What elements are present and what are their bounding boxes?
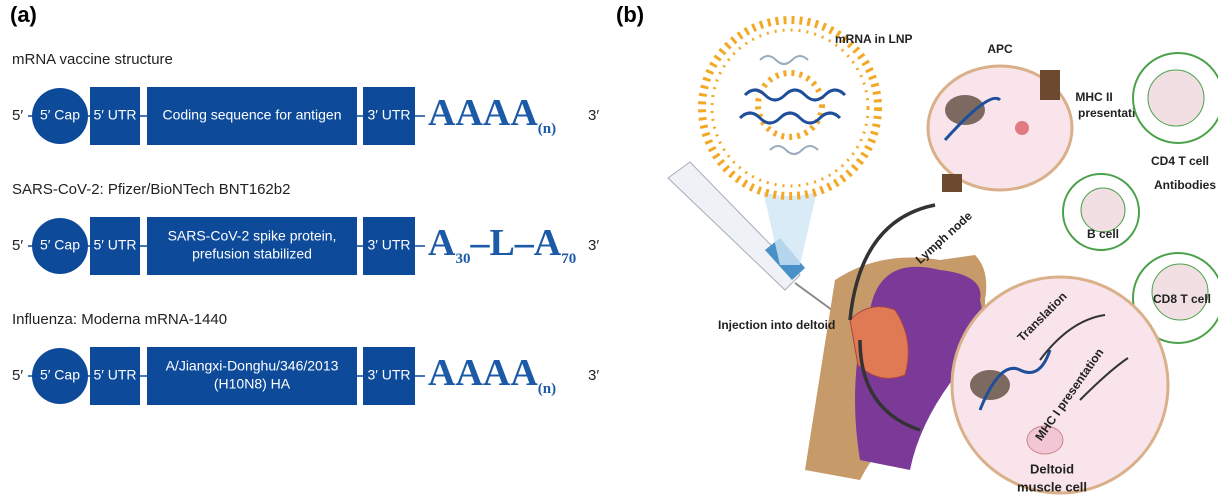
tail-text: A (428, 222, 456, 264)
lnp (702, 20, 878, 196)
tail-subscript: (n) (538, 121, 556, 137)
panel-a: mRNA vaccine structure 5′ 5′ Cap 5′ UTR Codi… (12, 51, 599, 405)
utr3-label: 3′ UTR (367, 107, 410, 123)
utr5-label: 5′ UTR (93, 237, 136, 253)
apc-label: APC (987, 42, 1013, 56)
figure: (a) mRNA vaccine structure 5′ 5′ Cap 5′ UTR… (0, 0, 1218, 504)
antigen (1015, 121, 1029, 135)
utr3-label: 3′ UTR (367, 237, 410, 253)
three-prime: 3′ (588, 237, 599, 254)
five-prime: 5′ (12, 237, 23, 254)
nucleus (1148, 70, 1204, 126)
poly-a-tail: AAAA(n) (428, 352, 556, 398)
muscle-label: Deltoid (1030, 461, 1074, 476)
utr5-label: 5′ UTR (93, 367, 136, 383)
cap-label: 5′ Cap (40, 367, 80, 383)
ribosome (970, 370, 1010, 400)
construct-title: mRNA vaccine structure (12, 51, 173, 68)
tail-text: AAAA (428, 352, 538, 394)
mhc2-label: MHC II (1075, 90, 1112, 104)
utr3-label: 3′ UTR (367, 367, 410, 383)
antibodies-label: Antibodies (1154, 178, 1216, 192)
panel-label: (a) (10, 2, 37, 27)
coding-label: SARS-CoV-2 spike protein, (168, 228, 337, 244)
five-prime: 5′ (12, 367, 23, 384)
panel-b: (b) mRNA in LNP Injection into deltoid (616, 2, 1218, 495)
five-prime: 5′ (12, 107, 23, 124)
poly-a-tail: AAAA(n) (428, 92, 556, 138)
utr5-label: 5′ UTR (93, 107, 136, 123)
three-prime: 3′ (588, 107, 599, 124)
tail-text: –L–A (469, 222, 561, 264)
coding-label: prefusion stabilized (192, 246, 312, 262)
tail-subscript: 70 (561, 251, 576, 267)
cap-label: 5′ Cap (40, 237, 80, 253)
nucleus (1081, 188, 1125, 232)
construct-title: Influenza: Moderna mRNA-1440 (12, 311, 227, 328)
three-prime: 3′ (588, 367, 599, 384)
construct-title: SARS-CoV-2: Pfizer/BioNTech BNT162b2 (12, 181, 290, 198)
lnp-label: mRNA in LNP (835, 32, 913, 46)
coding-label: A/Jiangxi-Donghu/346/2013 (166, 358, 339, 374)
tail-subscript: (n) (538, 381, 556, 397)
poly-a-tail: A30–L–A70 (428, 222, 576, 268)
injection-label: Injection into deltoid (718, 318, 835, 332)
coding-label: Coding sequence for antigen (162, 107, 341, 123)
cd4-label: CD4 T cell (1151, 154, 1209, 168)
coding-label: (H10N8) HA (214, 376, 291, 392)
muscle-label: muscle cell (1017, 479, 1087, 494)
panel-label: (b) (616, 2, 644, 27)
cd8-label: CD8 T cell (1153, 292, 1211, 306)
bcell-label: B cell (1087, 227, 1119, 241)
tail-subscript: 30 (455, 251, 470, 267)
mhc-ii (1040, 70, 1060, 100)
tail-text: AAAA (428, 92, 538, 134)
cap-label: 5′ Cap (40, 107, 80, 123)
mhc-ii (942, 174, 962, 192)
